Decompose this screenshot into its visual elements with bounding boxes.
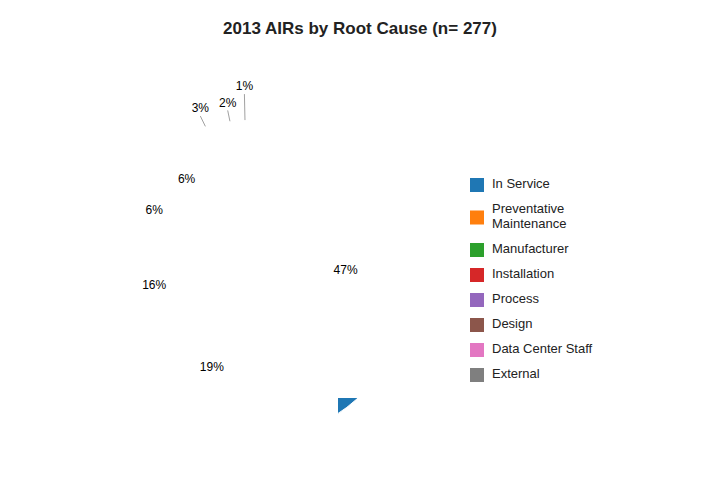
legend-swatch	[470, 368, 484, 382]
slice	[338, 398, 410, 437]
data-label: 3%	[192, 101, 210, 115]
data-labels: 47% 19% 16% 6% 6% 3% 2% 1%	[142, 79, 358, 374]
legend-label: Data Center Staff	[492, 341, 593, 356]
title: 2013 AIRs by Root Cause (n= 277)	[223, 19, 497, 38]
slices	[338, 398, 410, 440]
data-label: 2%	[219, 96, 237, 110]
legend-item: PreventativeMaintenance	[470, 201, 566, 231]
data-label: 1%	[236, 79, 254, 93]
legend-swatch	[470, 343, 484, 357]
chart: 2013 AIRs by Root Cause (n= 277) 47% 19% 16…	[0, 0, 720, 500]
legend-item: In Service	[470, 176, 550, 192]
leader-line	[200, 116, 205, 126]
data-label: 6%	[146, 203, 164, 217]
legend-label: PreventativeMaintenance	[492, 201, 566, 231]
legend-item: Process	[470, 291, 539, 307]
data-label: 47%	[334, 263, 358, 277]
data-label: 19%	[200, 360, 224, 374]
legend-swatch	[470, 268, 484, 282]
data-label: 6%	[178, 172, 196, 186]
legend-item: Installation	[470, 266, 554, 282]
legend-item: Data Center Staff	[470, 341, 593, 357]
legend-label: Design	[492, 316, 532, 331]
legend-label: Manufacturer	[492, 241, 569, 256]
legend-item: Design	[470, 316, 532, 332]
leader-line	[244, 94, 246, 120]
legend-swatch	[470, 243, 484, 257]
data-label: 16%	[142, 278, 166, 292]
legend: In Service PreventativeMaintenance Manufac…	[470, 176, 593, 382]
leader-line	[228, 110, 230, 121]
legend-swatch	[470, 178, 484, 192]
legend-label: External	[492, 366, 540, 381]
legend-label: Installation	[492, 266, 554, 281]
legend-item: External	[470, 366, 540, 382]
legend-label: In Service	[492, 176, 550, 191]
legend-swatch	[470, 293, 484, 307]
legend-label: Process	[492, 291, 539, 306]
legend-swatch	[470, 318, 484, 332]
legend-item: Manufacturer	[470, 241, 569, 257]
legend-swatch	[470, 211, 484, 225]
